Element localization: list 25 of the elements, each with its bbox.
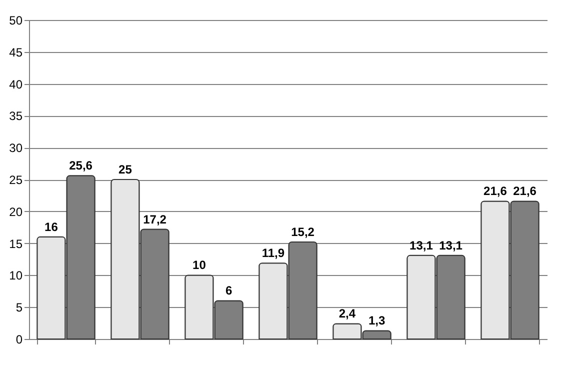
data-label: 16 [44,220,58,234]
y-tick-label: 40 [9,77,23,92]
data-label: 15,2 [291,225,315,240]
data-label: 13,1 [410,238,434,252]
y-tick-label: 15 [9,236,23,251]
data-label: 21,6 [513,184,537,198]
y-tick-label: 50 [9,14,23,28]
data-label: 17,2 [143,212,167,226]
data-label: 13,1 [439,238,463,252]
data-label: 21,6 [484,184,508,198]
y-tick-label: 20 [9,204,23,219]
y-tick-label: 5 [16,300,23,315]
data-label: 6 [225,284,232,298]
y-tick-label: 0 [16,332,23,346]
data-label: 1,3 [368,314,386,328]
y-tick-label: 35 [9,109,23,124]
y-tick-label: 25 [9,173,23,187]
data-label: 2,4 [338,306,356,321]
y-tick-label: 10 [9,268,23,283]
data-label: 10 [192,258,206,272]
data-label: 25 [118,162,132,176]
y-tick-label: 30 [9,141,23,156]
y-tick-label: 45 [9,45,23,60]
data-label: 25,6 [69,158,93,173]
data-label: 11,9 [262,246,285,260]
